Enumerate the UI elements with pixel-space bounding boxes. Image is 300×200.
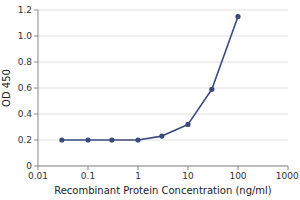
- tick-mark: [34, 114, 38, 115]
- tick-label: 0.6: [18, 83, 33, 93]
- grid-line: [38, 62, 288, 63]
- grid-line: [38, 114, 288, 115]
- tick-mark: [34, 10, 38, 11]
- tick-label: 0.01: [28, 171, 48, 181]
- y-axis-label: OD 450: [1, 69, 12, 107]
- tick-label: 0.1: [81, 171, 95, 181]
- grid-line: [38, 88, 288, 89]
- tick-mark: [38, 166, 39, 170]
- tick-mark: [34, 62, 38, 63]
- plot-area: [59, 14, 240, 143]
- tick-label: 10: [182, 171, 194, 181]
- chart: 0 0.2 0.4 0.6 0.8 1.0 1.2 0.01 0.1 1 10 100 1000 Reco…: [0, 0, 300, 200]
- marker: [235, 14, 240, 19]
- tick-mark: [288, 166, 289, 170]
- tick-label: 0.8: [18, 57, 33, 67]
- marker: [209, 87, 214, 92]
- tick-mark: [88, 166, 89, 170]
- marker: [59, 137, 64, 142]
- x-axis-line: [38, 166, 288, 167]
- tick-label: 1.2: [18, 5, 32, 15]
- marker: [185, 122, 190, 127]
- grid-line: [38, 10, 288, 11]
- x-axis-label: Recombinant Protein Concentration (ng/ml…: [54, 185, 272, 196]
- tick-mark: [138, 166, 139, 170]
- marker: [159, 134, 164, 139]
- marker: [109, 137, 114, 142]
- marker: [135, 137, 140, 142]
- tick-mark: [238, 166, 239, 170]
- tick-label: 1: [135, 171, 141, 181]
- line: [62, 17, 238, 141]
- tick-label: 1.0: [18, 31, 33, 41]
- tick-label: 0.4: [18, 109, 33, 119]
- marker: [85, 137, 90, 142]
- y-axis-line: [38, 10, 39, 166]
- tick-label: 0: [26, 161, 32, 171]
- tick-mark: [34, 140, 38, 141]
- tick-label: 100: [229, 171, 246, 181]
- tick-mark: [34, 36, 38, 37]
- chart-container: 0 0.2 0.4 0.6 0.8 1.0 1.2 0.01 0.1 1 10 100 1000 Reco…: [0, 0, 300, 200]
- grid-line: [38, 166, 288, 167]
- tick-label: 0.2: [18, 135, 32, 145]
- tick-label: 1000: [276, 171, 299, 181]
- tick-mark: [188, 166, 189, 170]
- tick-mark: [34, 88, 38, 89]
- tick-mark: [34, 166, 38, 167]
- grid-line: [38, 36, 288, 37]
